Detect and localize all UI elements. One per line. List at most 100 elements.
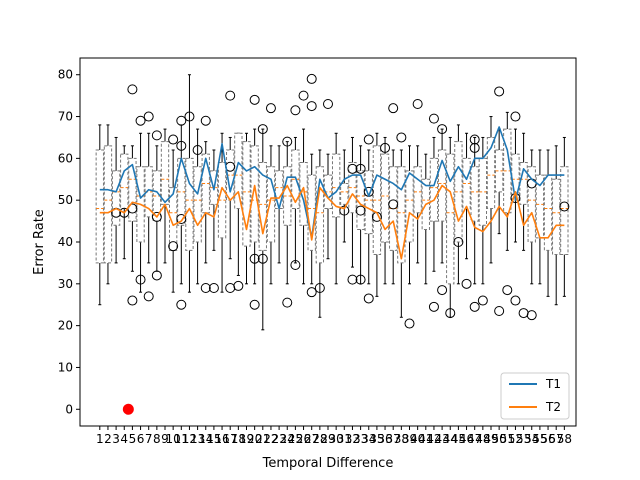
- outlier-point: [347, 274, 358, 285]
- outlier-point: [208, 283, 219, 293]
- outlier-point: [339, 205, 350, 216]
- outlier-point: [168, 134, 179, 145]
- box-47: [470, 136, 479, 285]
- box-48: [478, 136, 488, 285]
- outlier-point: [494, 86, 505, 97]
- y-tick-label: 40: [58, 235, 73, 249]
- box-45: [454, 124, 463, 285]
- outlier-point: [469, 134, 480, 145]
- box-55: [535, 149, 545, 285]
- x-tick-label: 5: [129, 432, 137, 446]
- box-38: [397, 149, 406, 318]
- x-tick-label: 51: [500, 432, 515, 446]
- outlier-point: [355, 163, 366, 174]
- box-22: [266, 145, 276, 285]
- box-31: [340, 149, 349, 243]
- x-tick-label: 19: [239, 432, 254, 446]
- box-body: [446, 153, 455, 285]
- box-42: [429, 136, 439, 272]
- outlier-point: [151, 270, 162, 281]
- outlier-point: [249, 94, 260, 105]
- outlier-point: [396, 132, 407, 143]
- outlier-point: [453, 237, 464, 247]
- box-9: [160, 128, 170, 264]
- box-12: [185, 74, 194, 293]
- outlier-point: [388, 103, 399, 114]
- x-tick-label: 15: [206, 432, 221, 446]
- x-tick-label: 40: [410, 432, 425, 446]
- outlier-point: [437, 285, 448, 296]
- outlier-point: [428, 113, 439, 124]
- box-body: [405, 170, 414, 243]
- x-tick-label: 55: [532, 432, 547, 446]
- box-57: [552, 145, 561, 306]
- outlier-point: [200, 115, 211, 126]
- y-tick-label: 80: [58, 68, 73, 82]
- box-body: [250, 145, 259, 243]
- outlier-point: [298, 90, 309, 101]
- outlier-point: [314, 283, 325, 293]
- outlier-point: [257, 124, 268, 135]
- outlier-point: [469, 301, 480, 312]
- outlier-point: [168, 241, 179, 252]
- outlier-point: [176, 115, 187, 126]
- legend-label-t1: T1: [545, 377, 561, 391]
- x-tick-label: 38: [394, 432, 409, 446]
- x-tick-label: 45: [451, 432, 466, 446]
- box-body: [242, 141, 251, 247]
- x-tick-label: 24: [280, 432, 295, 446]
- outlier-point: [380, 142, 391, 153]
- outlier-point: [127, 84, 138, 95]
- outlier-point: [363, 134, 374, 145]
- x-tick-label: 16: [214, 432, 229, 446]
- outlier-point: [143, 111, 154, 122]
- x-tick-label: 43: [434, 432, 449, 446]
- x-axis: 1 2 3 4 5 6 7 8 91011121314151617181920212223242…: [96, 426, 572, 446]
- x-tick-label: 2: [104, 432, 112, 446]
- x-tick-label: 32: [345, 432, 360, 446]
- outlier-point: [200, 283, 211, 293]
- y-tick-label: 10: [58, 360, 73, 374]
- outlier-point: [526, 310, 537, 321]
- x-tick-label: 56: [540, 432, 555, 446]
- box-11: [177, 124, 186, 285]
- x-tick-label: 30: [329, 432, 344, 446]
- x-tick-label: 12: [182, 432, 197, 446]
- outlier-point: [176, 140, 187, 151]
- outlier-point: [176, 214, 187, 224]
- outlier-point: [119, 207, 130, 218]
- box-body: [552, 178, 561, 256]
- box-body: [274, 170, 284, 210]
- box-30: [331, 132, 341, 285]
- x-tick-label: 17: [223, 432, 238, 446]
- outlier-point: [494, 306, 505, 316]
- x-tick-label: 11: [174, 432, 189, 446]
- box-29: [323, 153, 333, 260]
- x-tick-label: 50: [492, 432, 507, 446]
- x-tick-label: 33: [353, 432, 368, 446]
- x-tick-label: 58: [557, 432, 572, 446]
- box-body: [299, 162, 308, 226]
- box-body: [470, 166, 479, 222]
- outlier-point: [265, 103, 276, 114]
- box-body: [323, 174, 333, 210]
- outlier-point: [306, 73, 317, 84]
- box-body: [486, 136, 496, 210]
- plot-frame: [79, 57, 577, 427]
- outlier-point: [184, 111, 195, 122]
- box-28: [315, 149, 325, 318]
- box-1: [95, 124, 104, 306]
- outlier-point: [176, 299, 187, 310]
- outlier-point: [559, 201, 570, 212]
- box-body: [160, 141, 170, 205]
- x-axis-label: Temporal Difference: [262, 456, 394, 471]
- outlier-point: [412, 99, 423, 109]
- box-body: [185, 157, 194, 251]
- outlier-point: [461, 278, 472, 289]
- box-body: [413, 166, 422, 214]
- series-line-t2: [99, 184, 565, 260]
- outlier-point: [469, 142, 480, 153]
- box-body: [193, 166, 202, 243]
- outlier-point: [282, 297, 293, 308]
- outlier-point: [249, 253, 260, 264]
